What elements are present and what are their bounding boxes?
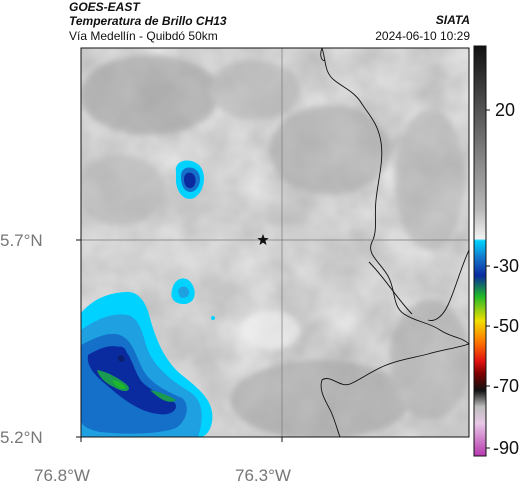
datetime-stamp: 2024-06-10 10:29 xyxy=(375,29,470,43)
colorbar xyxy=(473,45,490,457)
colorbar-label-minus-90: -90 xyxy=(493,438,520,458)
area-name: Vía Medellín - Quibdó 50km xyxy=(69,29,218,43)
longitude-ticks xyxy=(80,437,283,442)
latitude-ticks xyxy=(76,239,81,438)
cold-cloud-region-southwest xyxy=(81,292,213,437)
product-title: Temperatura de Brillo CH13 xyxy=(69,14,227,28)
lon-tick-label-76-8: 76.8°W xyxy=(34,466,90,485)
colorbar-gradient xyxy=(473,45,487,457)
colorbar-ticks xyxy=(486,109,490,449)
colorbar-label-20: 20 xyxy=(495,100,516,120)
lat-tick-label-5-7: 5.7°N xyxy=(0,231,43,250)
colorbar-label-minus-50: -50 xyxy=(493,316,520,336)
cold-cloud-region-mid xyxy=(171,278,215,320)
map-frame xyxy=(80,47,470,438)
colorbar-label-minus-70: -70 xyxy=(493,376,520,396)
brightness-temperature-field xyxy=(81,48,469,437)
coastline-border xyxy=(320,48,469,437)
satellite-name: GOES-EAST xyxy=(69,0,140,14)
lon-tick-label-76-3: 76.3°W xyxy=(235,466,291,485)
star-icon xyxy=(257,234,269,245)
organization-name: SIATA xyxy=(435,13,470,27)
cold-cloud-region-north xyxy=(175,160,205,199)
lat-tick-label-5-2: 5.2°N xyxy=(0,428,43,447)
lat-lon-grid xyxy=(81,48,469,437)
colorbar-label-minus-30: -30 xyxy=(493,256,520,276)
